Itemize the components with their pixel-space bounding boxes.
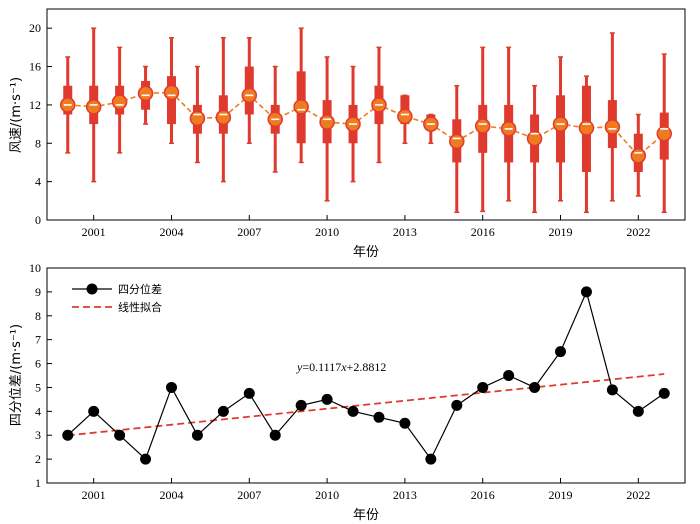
data-point [658,387,670,399]
equation-y-var: y [296,360,303,374]
data-point [62,429,74,441]
y-tick-label: 8 [35,309,41,323]
equation-intercept: +2.8812 [347,360,387,374]
mean-marker [604,119,621,135]
y-tick-label: 20 [29,21,41,35]
y-tick-label: 4 [35,404,41,418]
linear-fit-line [67,373,665,437]
data-point [243,387,255,399]
mean-marker [397,108,413,125]
data-point [373,411,385,423]
mean-marker [137,85,154,102]
x-tick-label: 2007 [237,225,261,239]
mean-marker [163,84,180,101]
data-point [88,405,100,417]
x-tick-label: 2022 [626,225,650,239]
data-point [114,429,126,441]
data-point [140,453,152,465]
mean-marker [189,110,206,127]
data-point [632,405,644,417]
plot-frame [46,8,686,221]
mean-marker [656,125,673,142]
data-point [425,453,437,465]
x-tick-label: 2001 [82,225,106,239]
data-point [295,399,307,411]
x-tick-label: 2004 [159,225,183,239]
y-tick-label: 3 [35,428,41,442]
y-tick-label: 1 [35,476,41,490]
data-point [347,405,359,417]
x-tick-label: 2013 [393,225,417,239]
mean-marker [474,118,491,134]
legend-series-marker [86,283,98,295]
regression-equation: y=0.1117x+2.8812 [296,360,386,374]
mean-marker [578,120,595,136]
y-tick-label: 16 [29,60,41,74]
data-point [555,346,567,358]
data-point [269,429,281,441]
y-tick-label: 10 [29,261,41,275]
x-tick-label: 2019 [549,225,573,239]
data-point [217,405,229,417]
x-tick-label: 2007 [237,488,261,502]
mean-marker [449,133,465,150]
legend: 四分位差 线性拟合 [72,282,162,314]
equation-x-var: x [340,360,347,374]
y-tick-label: 4 [35,175,41,189]
y-tick-label: 2 [35,452,41,466]
mean-marker [111,94,128,110]
legend-label-series: 四分位差 [118,282,162,296]
x-tick-label: 2013 [393,488,417,502]
y-tick-label: 0 [35,213,41,227]
x-tick-label: 2022 [626,488,650,502]
mean-marker [526,130,543,147]
y-axis-title: 四分位差/(m·s⁻¹) [9,324,24,426]
x-axis-title: 年份 [353,245,379,260]
data-point [477,381,489,393]
data-point [580,286,592,298]
x-tick-label: 2001 [82,488,106,502]
data-point [529,381,541,393]
x-tick-label: 2016 [471,488,495,502]
plot-frame [46,267,686,484]
wind-speed-boxplot-panel: 2001 2004 2007 2010 2013 2016 2019 2022 0 4 8 12 16 2… [9,8,686,260]
x-tick-label: 2019 [549,488,573,502]
mean-marker [215,109,232,126]
data-point [165,381,177,393]
data-point [191,429,203,441]
data-point [503,370,515,381]
series-line [67,290,665,461]
x-tick-label: 2004 [159,488,183,502]
y-tick-label: 6 [35,357,41,371]
mean-marker [630,147,647,164]
y-axis-title: 风速/(m·s⁻¹) [9,77,24,153]
y-tick-label: 5 [35,380,41,394]
equation-slope: =0.1117 [302,360,341,374]
data-point [451,399,463,411]
y-tick-label: 9 [35,285,41,299]
legend-label-fit: 线性拟合 [118,300,162,314]
x-tick-label: 2010 [315,488,339,502]
x-axis-title: 年份 [353,508,379,523]
x-tick-label: 2010 [315,225,339,239]
y-tick-label: 8 [35,136,41,150]
mean-marker [293,99,309,115]
data-point [321,393,333,405]
y-tick-label: 7 [35,333,41,347]
mean-marker [319,114,335,130]
x-tick-label: 2016 [471,225,495,239]
y-tick-label: 12 [29,98,41,112]
interquartile-range-panel: 2001 2004 2007 2010 2013 2016 2019 2022 1 2 3 4 5 6 7 8… [9,261,686,523]
mean-marker [85,99,102,115]
data-point [399,417,411,429]
mean-trend-line [67,91,665,157]
data-point [606,384,618,396]
